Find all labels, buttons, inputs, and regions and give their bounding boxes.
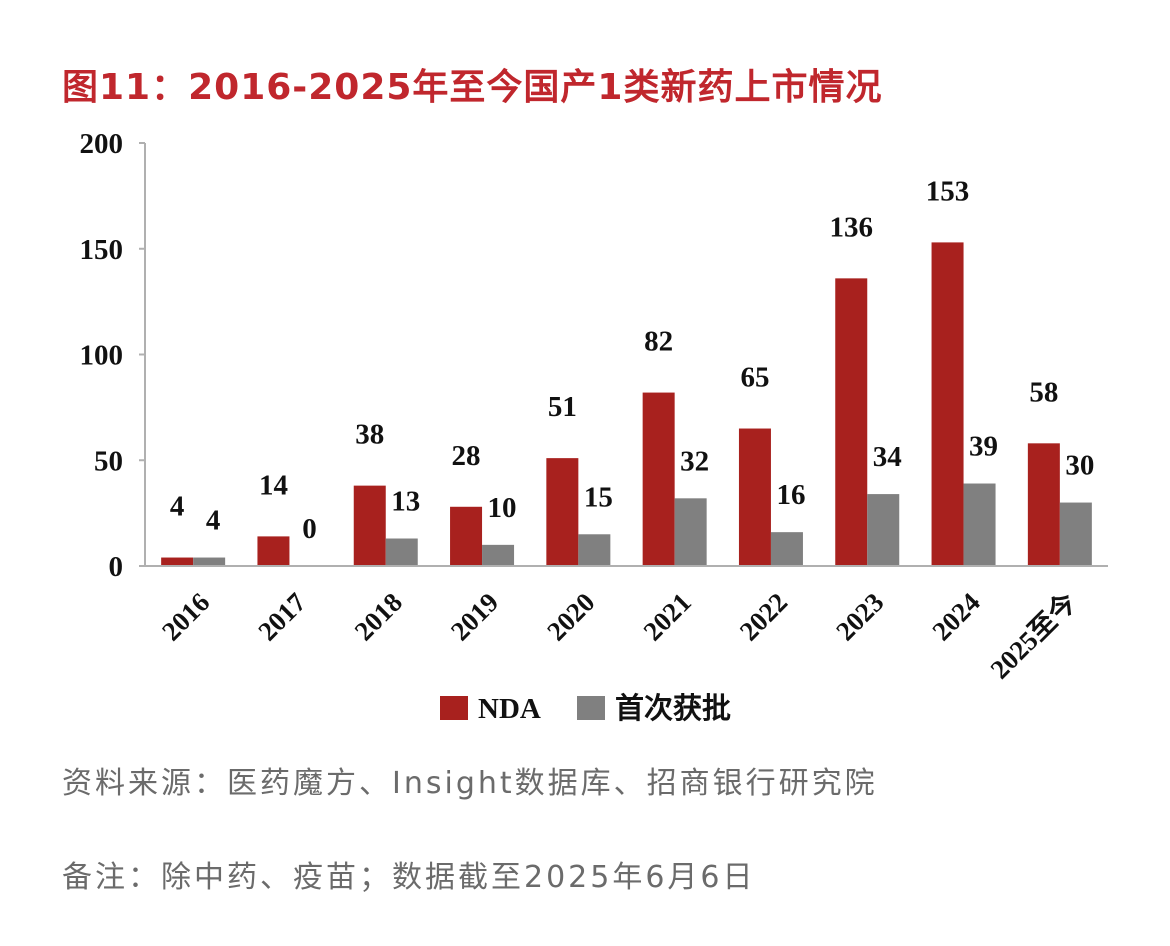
- x-tick-label: 2021: [637, 587, 696, 646]
- bar-nda: [642, 392, 675, 566]
- y-tick-label: 150: [80, 234, 124, 266]
- data-label-first-approval: 0: [302, 513, 317, 545]
- x-tick-label: 2017: [252, 587, 311, 646]
- data-label-nda: 51: [548, 391, 577, 423]
- bar-first-approval: [770, 532, 803, 566]
- y-axis: 0 50 100 150 200: [80, 128, 146, 583]
- y-tick-label: 200: [80, 128, 124, 160]
- bar-first-approval: [578, 534, 611, 566]
- legend-label-nda: NDA: [478, 693, 541, 725]
- data-label-first-approval: 30: [1065, 450, 1094, 482]
- bar-first-approval: [193, 557, 226, 566]
- x-tick-label: 2025至今: [984, 586, 1082, 684]
- data-label-nda: 4: [170, 491, 185, 523]
- data-label-nda: 28: [452, 440, 481, 472]
- bar-first-approval: [385, 538, 418, 566]
- data-label-nda: 82: [644, 326, 673, 358]
- bar-nda: [257, 536, 290, 566]
- x-tick-label: 2016: [156, 587, 215, 646]
- x-tick-label: 2019: [445, 587, 504, 646]
- data-label-first-approval: 32: [680, 445, 709, 477]
- bar-nda: [161, 557, 194, 566]
- bar-nda: [738, 428, 771, 566]
- legend: NDA 首次获批: [440, 692, 731, 725]
- x-tick-label: 2020: [541, 587, 600, 646]
- data-label-first-approval: 39: [969, 431, 998, 463]
- data-label-first-approval: 34: [873, 441, 902, 473]
- chart-title: 图11：2016-2025年至今国产1类新药上市情况: [62, 67, 883, 108]
- x-axis: 2016 2017 2018 2019 2020 2021 2022 2023 20242025…: [145, 565, 1108, 685]
- y-tick-label: 0: [109, 551, 124, 583]
- bar-first-approval: [867, 494, 900, 566]
- x-tick-label: 2024: [926, 587, 985, 646]
- data-label-nda: 58: [1029, 376, 1058, 408]
- y-tick-label: 50: [94, 445, 123, 477]
- bar-first-approval: [963, 483, 996, 566]
- bars: [161, 242, 1092, 566]
- bar-first-approval: [482, 544, 515, 566]
- bar-nda: [931, 242, 964, 566]
- data-label-nda: 38: [355, 419, 384, 451]
- data-label-first-approval: 16: [776, 479, 805, 511]
- x-tick-label: 2023: [830, 587, 889, 646]
- data-label-first-approval: 10: [488, 492, 517, 524]
- bar-nda: [1027, 443, 1060, 566]
- x-tick-label: 2018: [349, 587, 408, 646]
- bar-nda: [450, 506, 483, 566]
- data-label-first-approval: 4: [206, 505, 221, 537]
- data-label-nda: 65: [740, 362, 769, 394]
- bar-first-approval: [1059, 502, 1092, 566]
- data-label-nda: 136: [830, 211, 874, 243]
- bar-first-approval: [674, 498, 707, 566]
- bar-nda: [835, 278, 868, 566]
- data-label-first-approval: 15: [584, 481, 613, 513]
- data-label-first-approval: 13: [391, 486, 420, 518]
- bar-nda: [546, 458, 579, 566]
- y-tick-label: 100: [80, 340, 124, 372]
- x-tick-label: 2022: [734, 587, 793, 646]
- source-note: 资料来源：医药魔方、Insight数据库、招商银行研究院: [62, 766, 878, 801]
- remark-note: 备注：除中药、疫苗；数据截至2025年6月6日: [62, 860, 756, 895]
- data-label-nda: 14: [259, 469, 288, 501]
- legend-label-first-approval: 首次获批: [615, 692, 731, 725]
- bar-nda: [353, 485, 386, 566]
- legend-swatch-nda: [440, 696, 468, 720]
- data-label-nda: 153: [926, 175, 970, 207]
- legend-swatch-first-approval: [577, 696, 605, 720]
